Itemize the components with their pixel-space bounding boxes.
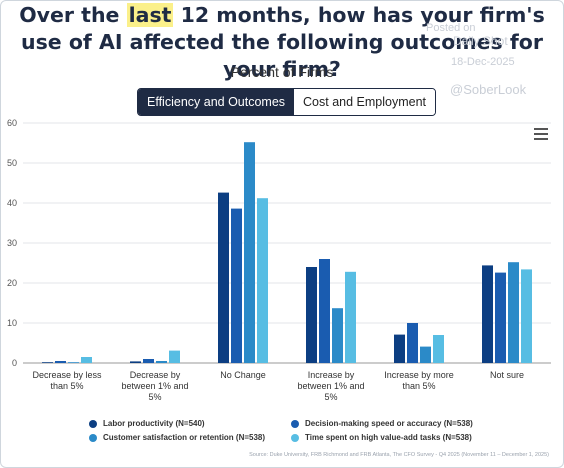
watermark-handle: @SoberLook: [450, 82, 527, 97]
bar: [55, 361, 66, 363]
bar: [231, 208, 242, 363]
bar: [68, 362, 79, 363]
tab-efficiency-and-outcomes[interactable]: Efficiency and Outcomes: [138, 89, 295, 115]
x-tick-label: between 1% and: [121, 381, 188, 391]
title-pre: Over the: [19, 3, 127, 27]
bar: [407, 323, 418, 363]
bar: [218, 192, 229, 363]
bar: [156, 361, 167, 363]
legend-swatch: [89, 433, 97, 442]
bar: [420, 346, 431, 363]
bar: [433, 335, 444, 363]
bar: [42, 362, 53, 363]
bar: [508, 262, 519, 363]
bar: [394, 334, 405, 363]
bar: [482, 265, 493, 363]
y-tick-label: 0: [12, 358, 17, 368]
legend-swatch: [89, 419, 97, 428]
legend-label: Customer satisfaction or retention (N=53…: [103, 433, 266, 442]
y-tick-label: 40: [7, 198, 17, 208]
bar: [306, 267, 317, 363]
x-tick-label: No Change: [220, 370, 266, 380]
watermark-date: 18-Dec-2025: [451, 56, 515, 68]
x-tick-label: Decrease by: [130, 370, 181, 380]
bar: [244, 142, 255, 363]
bar: [130, 361, 141, 363]
x-tick-label: than 5%: [402, 381, 435, 391]
legend-label: Labor productivity (N=540): [103, 419, 205, 428]
watermark-posted-on: Posted on: [426, 22, 476, 34]
title-post: 12 months, how has your firm's use of AI…: [21, 3, 545, 81]
x-tick-label: Decrease by less: [32, 370, 102, 380]
x-tick-label: Increase by: [308, 370, 355, 380]
x-tick-label: 5%: [148, 392, 161, 402]
chart-title: Over the last 12 months, how has your fi…: [1, 2, 563, 83]
bar: [319, 259, 330, 363]
source-note: Source: Duke University, FRB Richmond an…: [249, 452, 549, 458]
legend-swatch: [291, 433, 299, 442]
bar: [81, 357, 92, 363]
bar: [169, 350, 180, 363]
chart-subtitle: Percent of Firms: [230, 64, 334, 80]
legend-swatch: [291, 419, 299, 428]
legend-item-decision-making[interactable]: Decision-making speed or accuracy (N=538…: [291, 419, 473, 428]
x-tick-label: than 5%: [50, 381, 83, 391]
tab-group: Efficiency and Outcomes Cost and Employm…: [137, 88, 437, 116]
x-tick-label: 5%: [324, 392, 337, 402]
legend-item-customer-satisfaction[interactable]: Customer satisfaction or retention (N=53…: [89, 433, 265, 442]
legend-label: Decision-making speed or accuracy (N=538…: [305, 419, 473, 428]
tab-cost-and-employment[interactable]: Cost and Employment: [294, 89, 436, 115]
x-tick-label: Increase by more: [384, 370, 454, 380]
bar: [332, 308, 343, 363]
hamburger-menu-icon[interactable]: [534, 128, 548, 140]
legend-label: Time spent on high value-add tasks (N=53…: [305, 433, 472, 442]
x-tick-label: Not sure: [490, 370, 524, 380]
y-tick-label: 50: [7, 158, 17, 168]
title-highlight: last: [126, 3, 174, 27]
bar: [143, 359, 154, 363]
bar: [495, 272, 506, 363]
y-tick-label: 20: [7, 278, 17, 288]
watermark-daily-shot: Daily Shot: [453, 34, 508, 48]
x-tick-label: between 1% and: [297, 381, 364, 391]
y-tick-label: 10: [7, 318, 17, 328]
legend-item-time-spent[interactable]: Time spent on high value-add tasks (N=53…: [291, 433, 472, 442]
y-tick-label: 60: [7, 118, 17, 128]
bar: [345, 271, 356, 363]
y-tick-label: 30: [7, 238, 17, 248]
bar: [521, 269, 532, 363]
bar: [257, 198, 268, 363]
legend-item-labor-productivity[interactable]: Labor productivity (N=540): [89, 419, 205, 428]
